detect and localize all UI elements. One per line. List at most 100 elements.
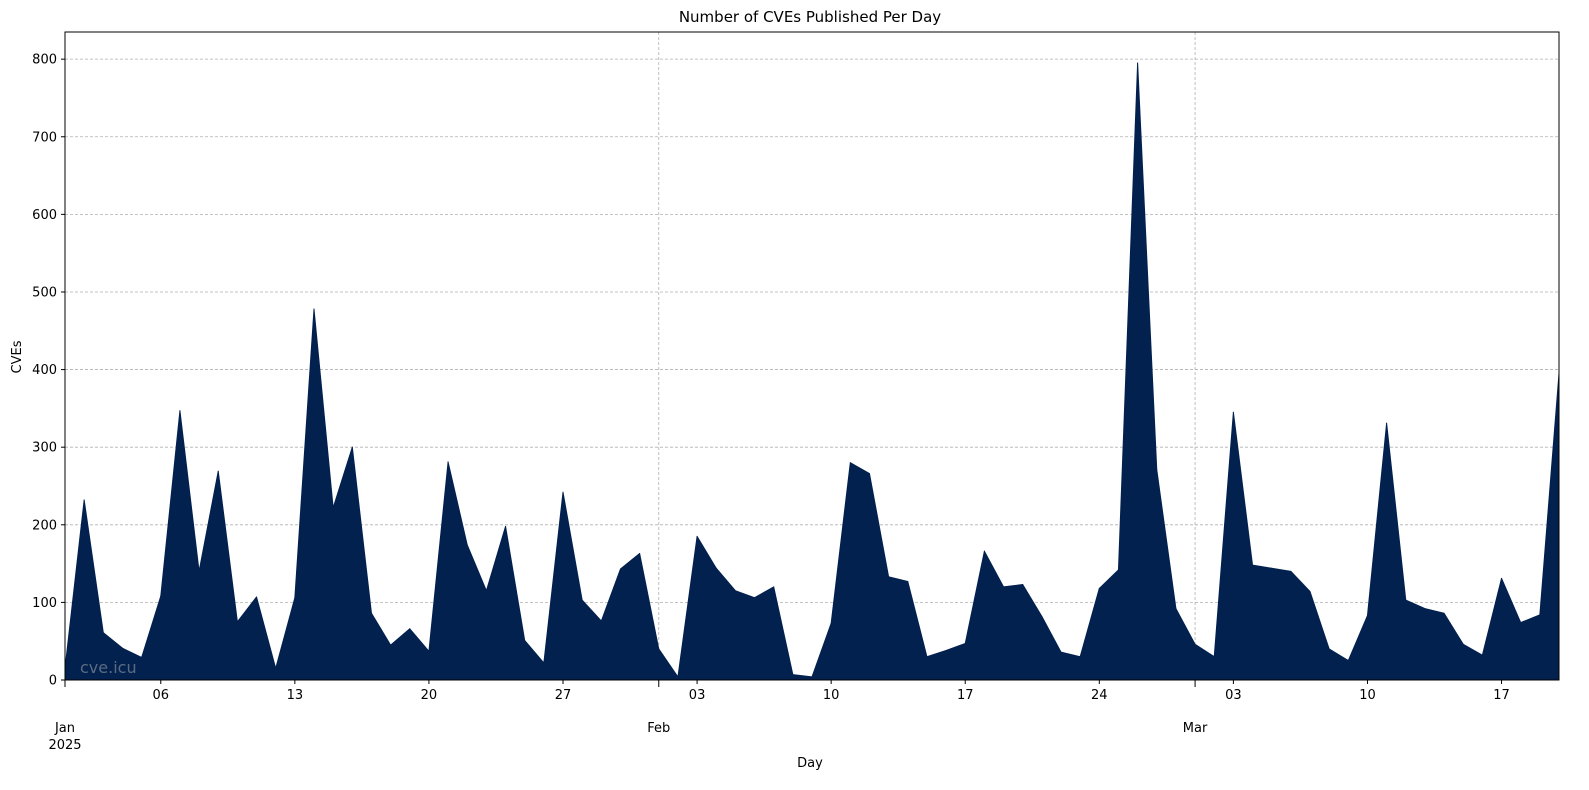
data-point (1481, 654, 1483, 656)
chart-title: Number of CVEs Published Per Day (679, 8, 941, 26)
data-point (160, 595, 162, 597)
data-point (1098, 587, 1100, 589)
data-point (907, 580, 909, 582)
data-point (1060, 651, 1062, 653)
data-point (754, 597, 756, 599)
data-point (1117, 569, 1119, 571)
data-point (734, 590, 736, 592)
data-point (198, 570, 200, 572)
data-point (121, 647, 123, 649)
data-point (1137, 62, 1139, 64)
data-point (581, 599, 583, 601)
x-axis-ticks: Jan 2025 06 13 20 27 Feb 03 10 17 24 Mar 03 10 17 (48, 680, 1510, 753)
data-point (102, 632, 104, 634)
data-point (179, 410, 181, 412)
data-point (1328, 648, 1330, 650)
y-tick-label: 600 (32, 208, 57, 223)
x-tick-label: Mar (1183, 721, 1208, 736)
y-tick-label: 700 (32, 130, 57, 145)
data-point (1386, 422, 1388, 424)
x-tick-label: Jan (54, 721, 75, 736)
data-point (1443, 612, 1445, 614)
data-point (696, 535, 698, 537)
y-axis-label: CVEs (10, 340, 25, 373)
x-tick-label: 17 (957, 688, 974, 703)
data-point (313, 308, 315, 310)
data-point (983, 550, 985, 552)
data-point (370, 612, 372, 614)
data-point (1424, 608, 1426, 610)
data-point (945, 650, 947, 652)
data-point (562, 491, 564, 493)
data-point (83, 499, 85, 501)
x-tick-label: 06 (152, 688, 169, 703)
data-point (1175, 608, 1177, 610)
x-axis-label: Day (797, 756, 823, 771)
data-point (294, 597, 296, 599)
data-point (1501, 577, 1503, 579)
data-point (1271, 567, 1273, 569)
x-tick-label: 10 (823, 688, 840, 703)
x-tick-label: 27 (555, 688, 572, 703)
data-point (1290, 570, 1292, 572)
x-tick-label: 24 (1091, 688, 1108, 703)
data-point (1366, 615, 1368, 617)
data-point (868, 473, 870, 475)
data-point (677, 676, 679, 678)
data-point (275, 667, 277, 669)
data-point (428, 650, 430, 652)
y-tick-label: 400 (32, 363, 57, 378)
plot-area (64, 62, 1560, 681)
data-point (1079, 656, 1081, 658)
data-point (1309, 591, 1311, 593)
y-tick-label: 800 (32, 53, 57, 68)
data-point (1213, 656, 1215, 658)
data-point (505, 525, 507, 527)
data-point (1232, 411, 1234, 413)
y-axis-ticks: 0 100 200 300 400 500 600 700 800 (32, 53, 65, 689)
data-point (390, 644, 392, 646)
data-point (1405, 599, 1407, 601)
x-tick-label: 17 (1493, 688, 1510, 703)
data-point (964, 643, 966, 645)
watermark-text: cve.icu (80, 658, 137, 677)
data-point (715, 567, 717, 569)
x-tick-label: 13 (287, 688, 304, 703)
data-point (256, 596, 258, 598)
data-point (236, 621, 238, 623)
data-point (1156, 469, 1158, 471)
x-tick-label: 20 (421, 688, 438, 703)
data-point (524, 639, 526, 641)
y-tick-label: 100 (32, 596, 57, 611)
x-tick-sublabel: 2025 (48, 738, 81, 753)
data-point (466, 544, 468, 546)
area-series (64, 62, 1560, 681)
x-tick-label: 10 (1359, 688, 1376, 703)
data-point (1041, 615, 1043, 617)
data-point (351, 446, 353, 448)
data-point (1022, 584, 1024, 586)
x-tick-label: 03 (1225, 688, 1242, 703)
data-point (926, 656, 928, 658)
data-point (332, 507, 334, 509)
data-point (1462, 643, 1464, 645)
data-point (1252, 564, 1254, 566)
x-tick-label: Feb (647, 721, 670, 736)
data-point (639, 553, 641, 555)
y-tick-label: 200 (32, 518, 57, 533)
data-point (1347, 660, 1349, 662)
y-tick-label: 500 (32, 285, 57, 300)
data-point (485, 590, 487, 592)
data-point (792, 674, 794, 676)
data-point (1003, 586, 1005, 588)
data-point (217, 470, 219, 472)
data-point (830, 622, 832, 624)
data-point (888, 576, 890, 578)
data-point (1194, 643, 1196, 645)
y-tick-label: 300 (32, 441, 57, 456)
data-point (409, 628, 411, 630)
data-point (811, 676, 813, 678)
data-point (447, 461, 449, 463)
